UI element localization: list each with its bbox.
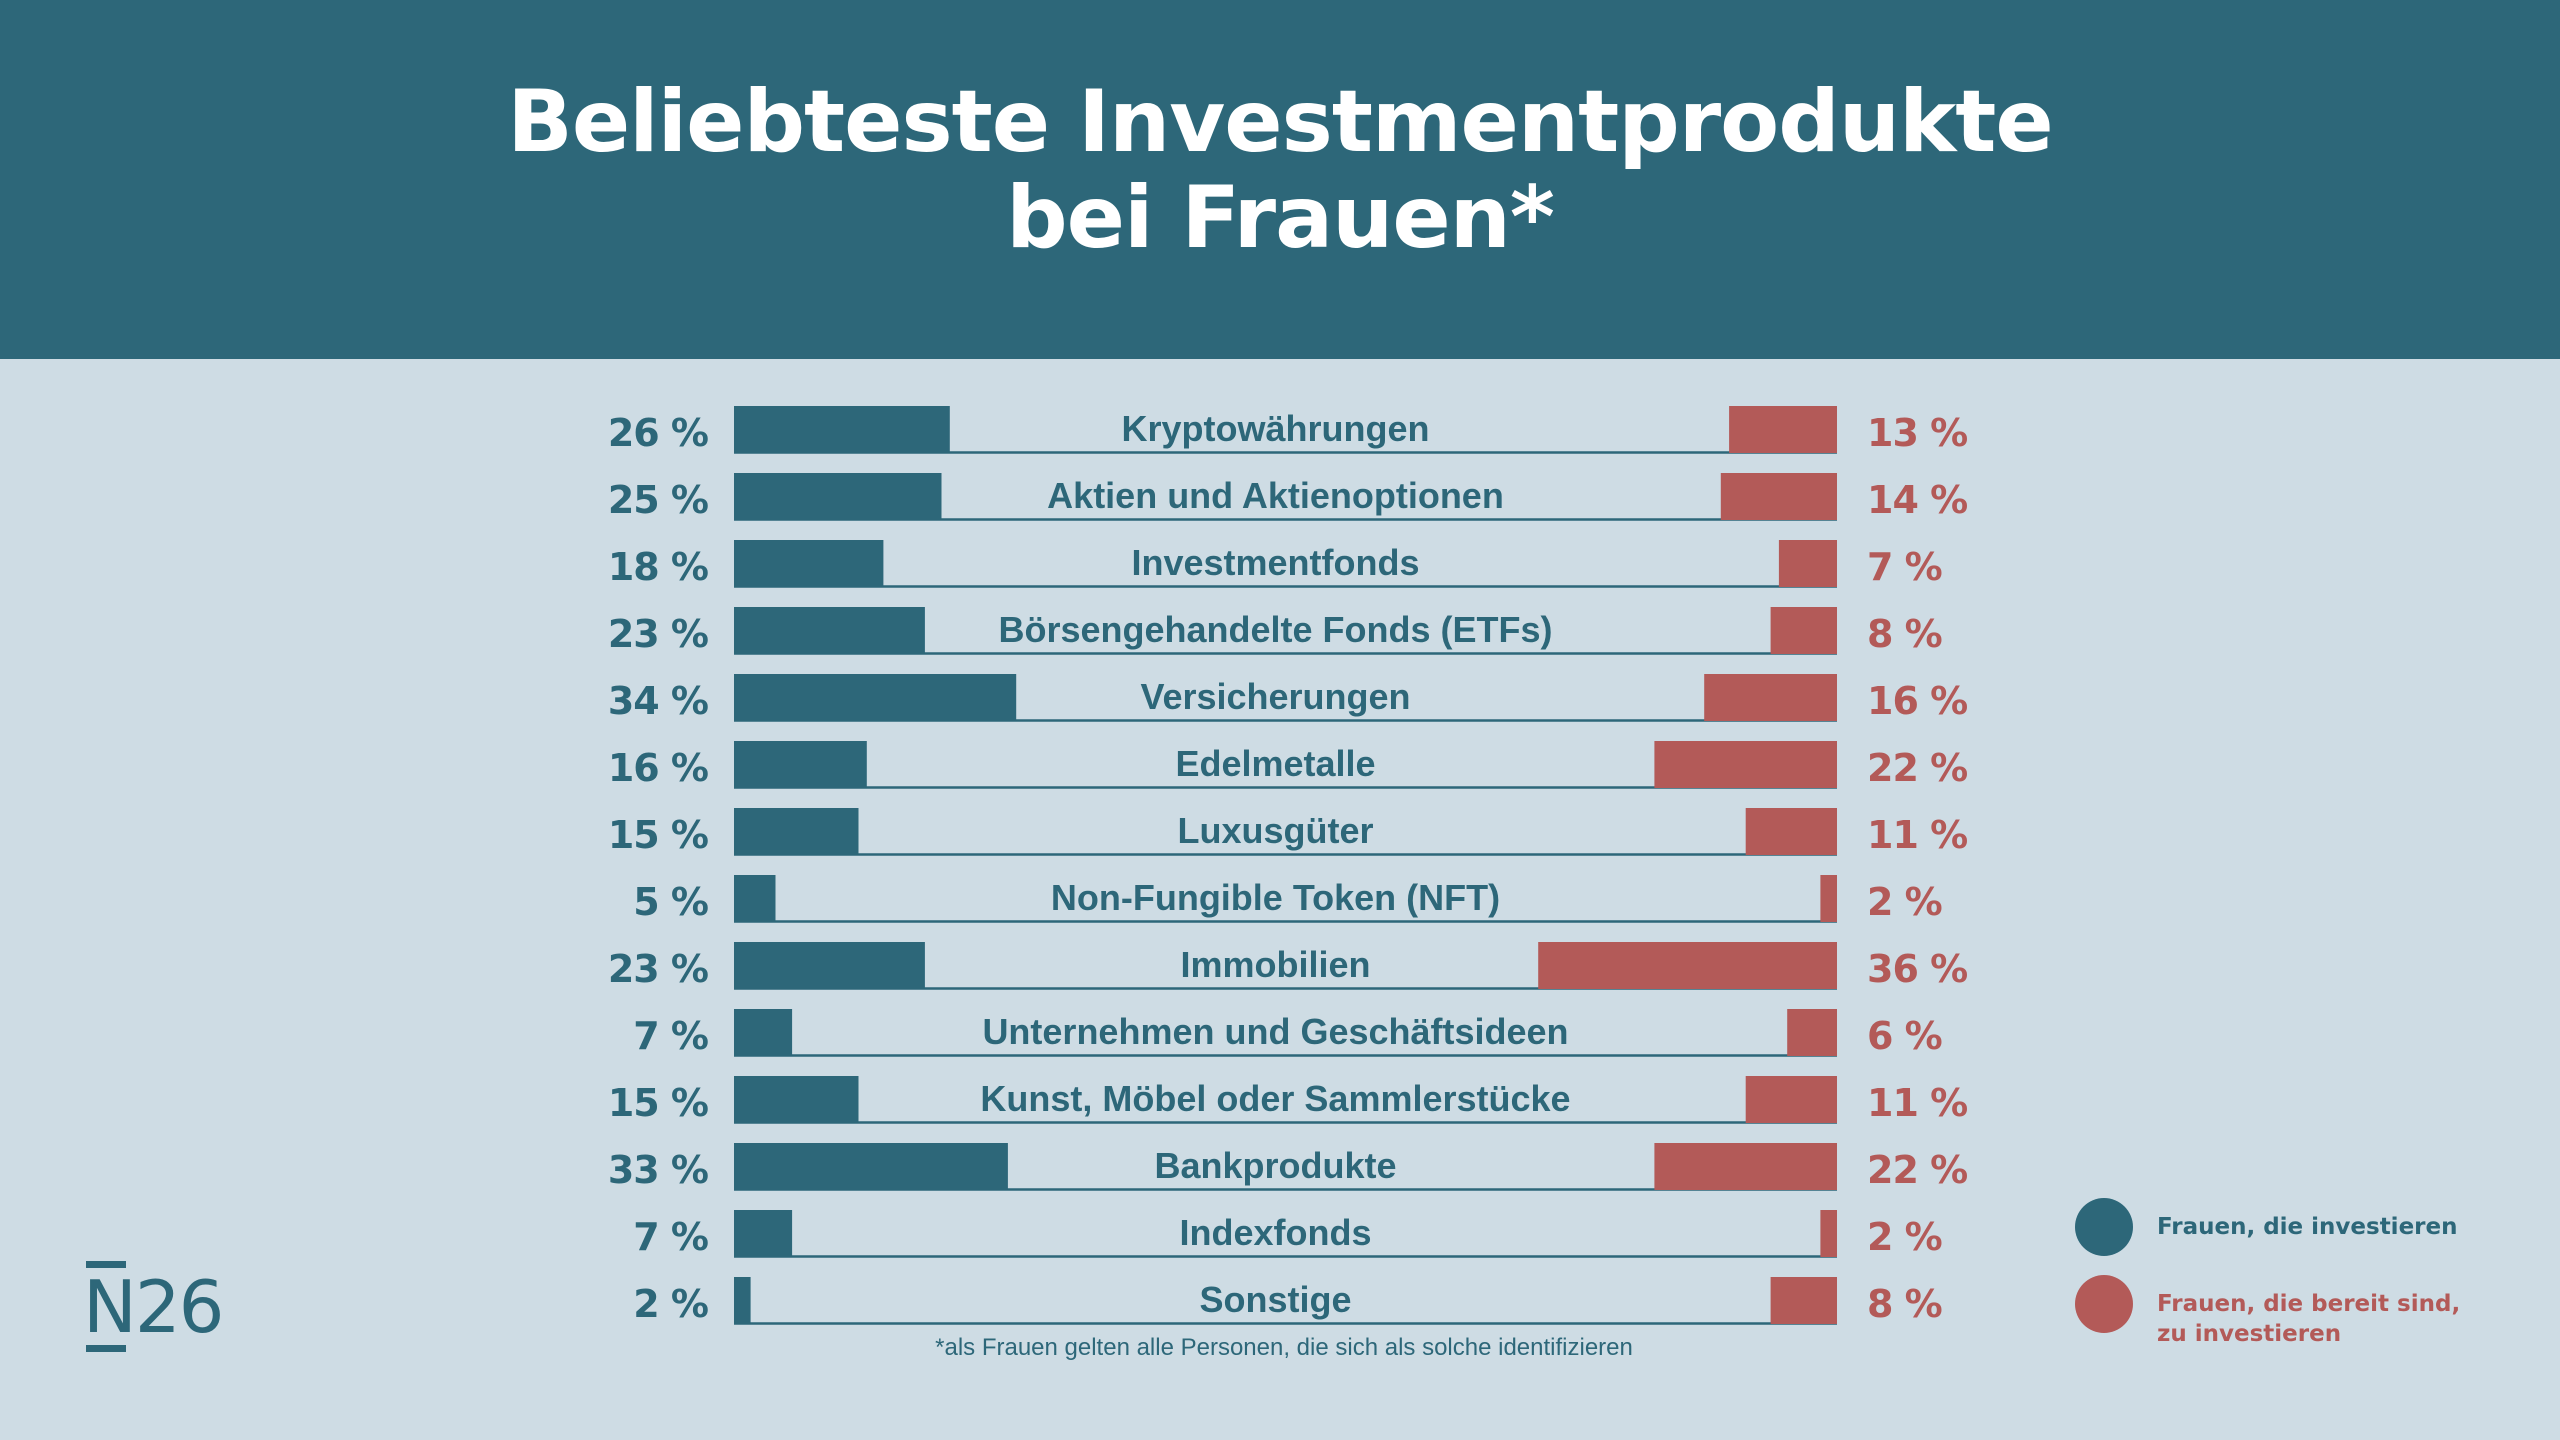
bar-investing	[734, 540, 884, 587]
legend-swatch-willing	[2075, 1275, 2133, 1333]
bar-investing	[734, 1009, 793, 1056]
bar-willing	[1720, 473, 1837, 520]
n26-logo: N26	[83, 1261, 226, 1353]
bar-willing	[1654, 741, 1837, 788]
category-label: Sonstige	[1199, 1279, 1351, 1320]
value-label-investing: 34 %	[608, 679, 708, 723]
value-label-willing: 22 %	[1867, 746, 1967, 790]
category-label: Indexfonds	[1179, 1212, 1371, 1253]
value-label-willing: 6 %	[1867, 1014, 1942, 1058]
category-label: Kunst, Möbel oder Sammlerstücke	[980, 1078, 1570, 1119]
bar-willing	[1538, 942, 1837, 989]
value-label-investing: 7 %	[633, 1215, 708, 1259]
category-label: Bankprodukte	[1154, 1145, 1396, 1186]
bar-willing	[1820, 875, 1837, 922]
category-label: Börsengehandelte Fonds (ETFs)	[998, 609, 1552, 650]
legend-label-investing: Frauen, die investieren	[2157, 1214, 2458, 1240]
bar-investing	[734, 406, 950, 453]
bar-investing	[734, 1076, 859, 1123]
bar-investing	[734, 741, 867, 788]
title-line-1: Beliebteste Investmentprodukte	[507, 72, 2053, 172]
bar-investing	[734, 808, 859, 855]
category-label: Investmentfonds	[1131, 542, 1419, 583]
value-label-investing: 16 %	[608, 746, 708, 790]
value-label-willing: 14 %	[1867, 478, 1967, 522]
bar-investing	[734, 942, 925, 989]
bar-willing	[1745, 808, 1837, 855]
logo-text: N26	[83, 1265, 224, 1349]
value-label-willing: 22 %	[1867, 1148, 1967, 1192]
value-label-willing: 36 %	[1867, 947, 1967, 991]
bar-investing	[734, 1210, 793, 1257]
value-label-willing: 8 %	[1867, 612, 1942, 656]
category-label: Edelmetalle	[1175, 743, 1375, 784]
bar-investing	[734, 1143, 1008, 1190]
value-label-investing: 26 %	[608, 411, 708, 455]
bar-investing	[734, 1277, 751, 1324]
bar-investing	[734, 473, 942, 520]
category-label: Immobilien	[1180, 944, 1370, 985]
value-label-willing: 11 %	[1867, 813, 1967, 857]
bar-investing	[734, 607, 925, 654]
category-label: Versicherungen	[1140, 676, 1410, 717]
header-banner: Beliebteste Investmentprodukte bei Fraue…	[0, 0, 2560, 359]
bar-willing	[1770, 607, 1837, 654]
footnote: *als Frauen gelten alle Personen, die si…	[935, 1334, 1633, 1361]
bar-willing	[1745, 1076, 1837, 1123]
value-label-investing: 18 %	[608, 545, 708, 589]
value-label-investing: 25 %	[608, 478, 708, 522]
category-label: Unternehmen und Geschäftsideen	[982, 1011, 1568, 1052]
value-label-investing: 23 %	[608, 947, 708, 991]
category-label: Aktien und Aktienoptionen	[1047, 475, 1504, 516]
page-title: Beliebteste Investmentprodukte bei Fraue…	[0, 74, 2560, 266]
value-label-willing: 13 %	[1867, 411, 1967, 455]
value-label-willing: 16 %	[1867, 679, 1967, 723]
value-label-investing: 15 %	[608, 813, 708, 857]
value-label-willing: 2 %	[1867, 880, 1942, 924]
value-label-willing: 11 %	[1867, 1081, 1967, 1125]
bar-willing	[1704, 674, 1837, 721]
value-label-investing: 2 %	[633, 1282, 708, 1326]
value-label-investing: 33 %	[608, 1148, 708, 1192]
logo-bar-bottom	[86, 1345, 126, 1352]
value-label-investing: 15 %	[608, 1081, 708, 1125]
value-label-willing: 2 %	[1867, 1215, 1942, 1259]
bar-investing	[734, 674, 1017, 721]
category-label: Luxusgüter	[1177, 810, 1373, 851]
title-line-2: bei Frauen*	[1006, 168, 1555, 268]
value-label-investing: 5 %	[633, 880, 708, 924]
logo-bar-top	[86, 1261, 126, 1268]
legend-label-willing: Frauen, die bereit sind, zu investieren	[2157, 1291, 2461, 1347]
bar-willing	[1820, 1210, 1837, 1257]
bar-willing	[1770, 1277, 1837, 1324]
value-label-investing: 23 %	[608, 612, 708, 656]
bar-willing	[1787, 1009, 1837, 1056]
value-label-willing: 8 %	[1867, 1282, 1942, 1326]
category-label: Kryptowährungen	[1121, 408, 1429, 449]
bar-willing	[1778, 540, 1837, 587]
legend-swatch-investing	[2075, 1198, 2133, 1256]
category-label: Non-Fungible Token (NFT)	[1051, 877, 1500, 918]
value-label-investing: 7 %	[633, 1014, 708, 1058]
bar-willing	[1729, 406, 1837, 453]
value-label-willing: 7 %	[1867, 545, 1942, 589]
bar-willing	[1654, 1143, 1837, 1190]
bar-investing	[734, 875, 776, 922]
